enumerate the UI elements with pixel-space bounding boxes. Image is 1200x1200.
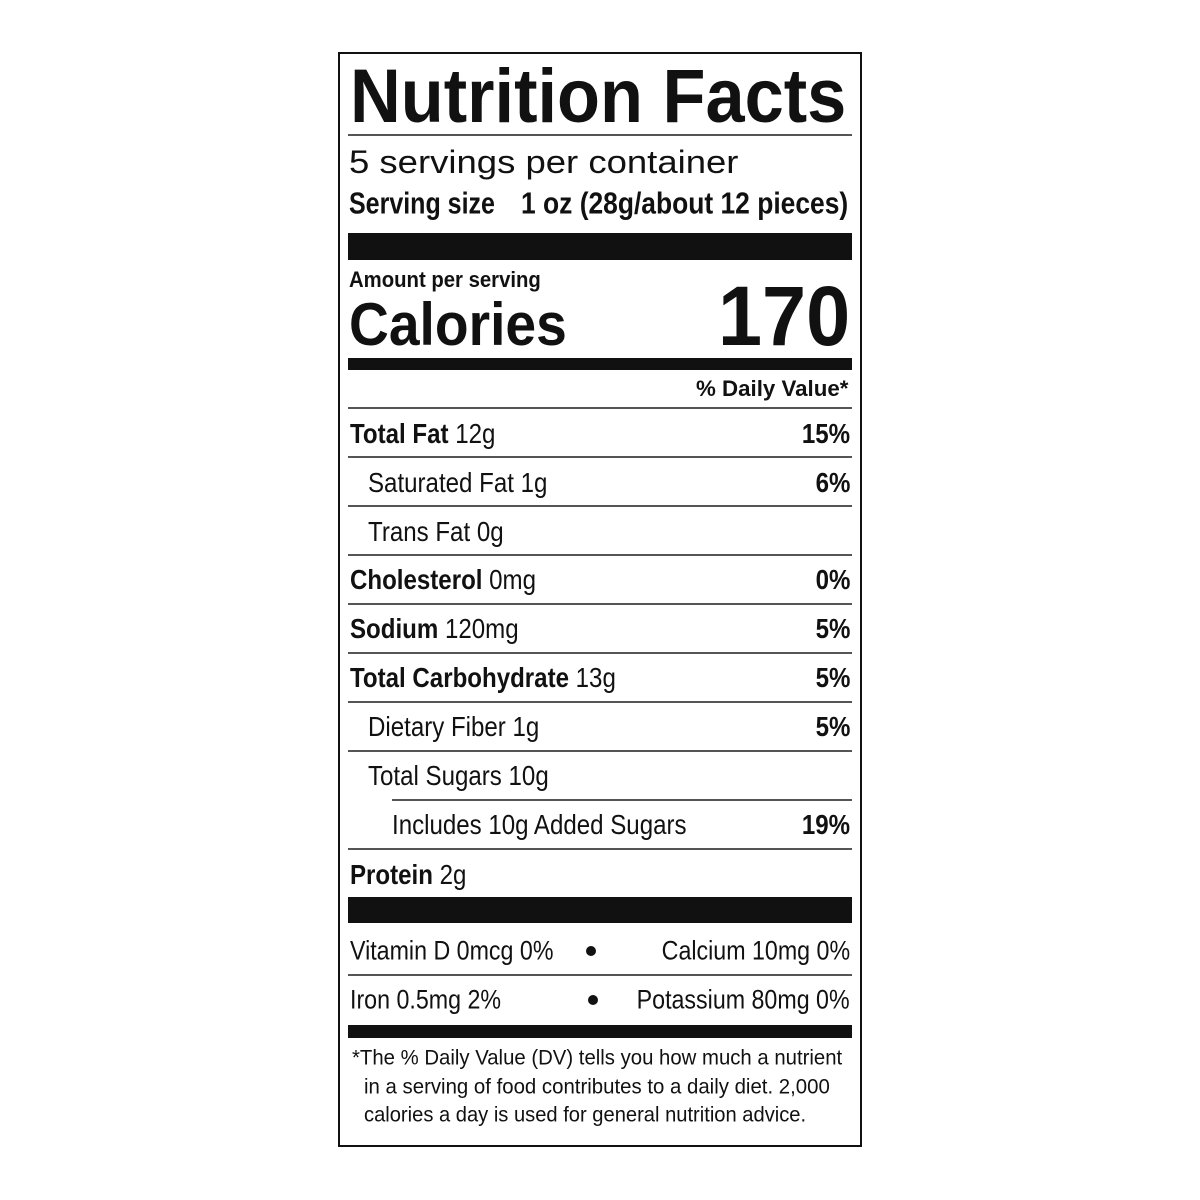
nutrient-row: Protein 2g [350, 861, 466, 889]
amount-per-serving: Amount per serving [349, 267, 541, 292]
nutrient-amount: 12g [455, 418, 496, 449]
medium-bar [348, 1025, 852, 1038]
divider [348, 848, 852, 850]
divider [348, 134, 852, 136]
nutrient-amount: 120mg [444, 613, 519, 644]
divider [392, 799, 852, 801]
nutrient-dv: 15% [801, 418, 850, 449]
nutrient-name: Includes 10g Added Sugars [392, 809, 687, 840]
footnote-line: in a serving of food contributes to a da… [364, 1075, 830, 1099]
nutrient-amount: 1g [512, 711, 540, 742]
nutrient-amount: 0mg [489, 564, 537, 595]
nutrient-name: Total Carbohydrate [350, 662, 569, 693]
nutrient-name: Cholesterol [350, 564, 483, 595]
nutrient-name: Trans Fat [368, 516, 471, 547]
thick-bar [348, 897, 852, 923]
nutrient-row: Dietary Fiber 1g [368, 713, 539, 741]
nutrient-dv: 5% [815, 662, 850, 693]
nutrient-dv: 0% [815, 564, 850, 595]
nutrient-amount: 2g [439, 859, 467, 890]
thick-bar [348, 233, 852, 260]
servings: 5 servings per container [349, 144, 739, 180]
vitamin: Calcium 10mg 0% [661, 935, 850, 966]
serving-size-value: 1 oz (28g/about 12 pieces) [520, 185, 848, 221]
vitamin: Vitamin D 0mcg 0% [350, 935, 554, 966]
nutrient-row: Total Fat 12g [350, 420, 495, 448]
label-border [338, 52, 862, 1147]
nutrient-amount: 0g [476, 516, 504, 547]
nutrient-dv: 5% [815, 711, 850, 742]
divider [348, 407, 852, 409]
nutrient-row: Trans Fat 0g [368, 518, 504, 546]
nutrient-dv: 19% [801, 809, 850, 840]
nutrient-amount: 13g [575, 662, 616, 693]
nutrient-row: Total Sugars 10g [368, 762, 549, 790]
vitamin: Iron 0.5mg 2% [350, 984, 502, 1015]
divider [348, 750, 852, 752]
nutrient-name: Dietary Fiber [368, 711, 506, 742]
nutrient-row: Cholesterol 0mg [350, 566, 536, 594]
footnote-line: *The % Daily Value (DV) tells you how mu… [352, 1046, 843, 1070]
divider [348, 456, 852, 458]
daily-value-header: % Daily Value* [695, 376, 848, 401]
calories-label: Calories [349, 291, 567, 358]
divider [348, 652, 852, 654]
nutrient-amount: 10g [508, 760, 549, 791]
nutrient-dv: 6% [815, 467, 850, 498]
nutrient-name: Protein [350, 859, 433, 890]
divider [348, 974, 852, 976]
bullet [588, 995, 598, 1005]
divider [348, 505, 852, 507]
nutrient-name: Saturated Fat [368, 467, 514, 498]
nutrient-row: Sodium 120mg [350, 615, 519, 643]
bullet [586, 946, 596, 956]
serving-size-label: Serving size [349, 185, 495, 221]
nutrient-name: Sodium [350, 613, 439, 644]
nutrient-dv: 5% [815, 613, 850, 644]
nutrient-row: Saturated Fat 1g [368, 469, 547, 497]
nutrient-name: Total Sugars [368, 760, 502, 791]
vitamin: Potassium 80mg 0% [637, 984, 850, 1015]
nutrient-row: Total Carbohydrate 13g [350, 664, 616, 692]
title: Nutrition Facts [350, 54, 847, 139]
divider [348, 701, 852, 703]
nutrient-amount: 1g [520, 467, 548, 498]
footnote-line: calories a day is used for general nutri… [364, 1103, 807, 1127]
divider [348, 554, 852, 556]
divider [348, 603, 852, 605]
calories-value: 170 [717, 269, 850, 363]
medium-bar [348, 358, 852, 370]
nutrient-name: Total Fat [350, 418, 449, 449]
